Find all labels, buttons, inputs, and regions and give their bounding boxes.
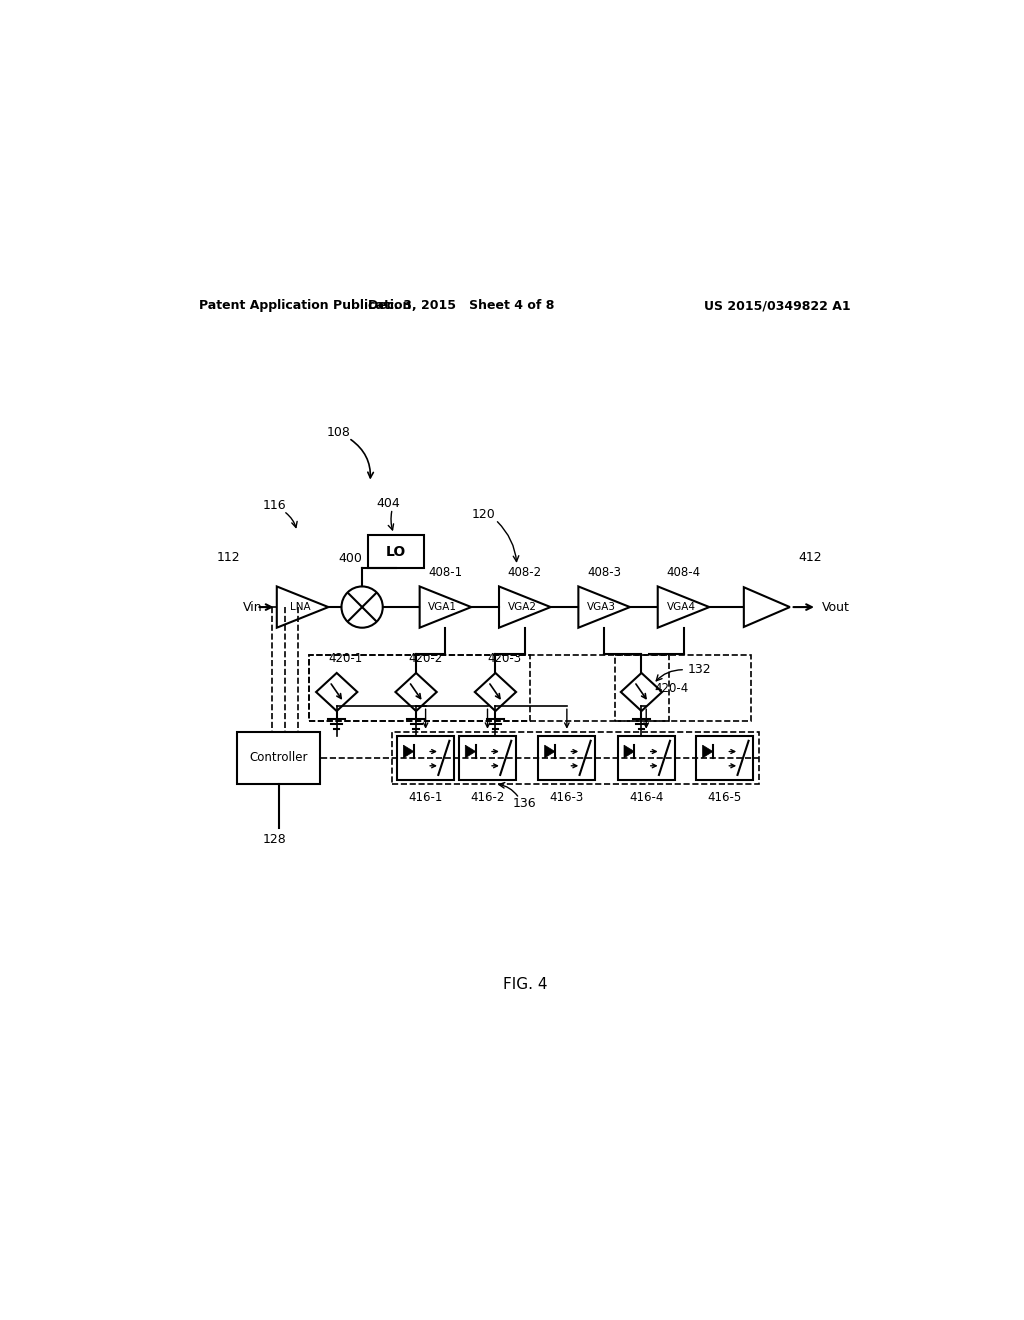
Text: Vout: Vout — [822, 601, 850, 614]
Text: FIG. 4: FIG. 4 — [503, 977, 547, 991]
Text: 416-2: 416-2 — [470, 791, 505, 804]
Text: 128: 128 — [263, 833, 287, 846]
Text: 112: 112 — [217, 550, 241, 564]
Text: Vin: Vin — [243, 601, 263, 614]
Text: 404: 404 — [377, 496, 400, 510]
Text: 136: 136 — [513, 796, 537, 809]
Bar — [615, 655, 670, 721]
Text: 400: 400 — [338, 552, 362, 565]
Polygon shape — [624, 746, 634, 758]
Bar — [238, 733, 321, 784]
Polygon shape — [403, 746, 414, 758]
Text: 416-3: 416-3 — [550, 791, 584, 804]
Text: 120: 120 — [472, 508, 496, 520]
Text: LNA: LNA — [290, 602, 310, 612]
Text: 420-1: 420-1 — [329, 652, 364, 665]
Text: Dec. 3, 2015   Sheet 4 of 8: Dec. 3, 2015 Sheet 4 of 8 — [368, 300, 555, 312]
Text: 408-4: 408-4 — [667, 565, 700, 578]
Text: VGA2: VGA2 — [508, 602, 537, 612]
Text: 408-2: 408-2 — [508, 565, 542, 578]
Text: Controller: Controller — [250, 751, 308, 764]
Text: VGA4: VGA4 — [667, 602, 695, 612]
Text: VGA1: VGA1 — [428, 602, 458, 612]
Polygon shape — [465, 746, 475, 758]
Text: Patent Application Publication: Patent Application Publication — [200, 300, 412, 312]
Text: 420-3: 420-3 — [487, 652, 521, 665]
Text: LO: LO — [386, 545, 407, 558]
Text: 420-4: 420-4 — [654, 681, 688, 694]
Text: VGA3: VGA3 — [587, 602, 616, 612]
Bar — [309, 655, 751, 721]
Bar — [617, 737, 675, 780]
Bar — [397, 737, 455, 780]
Text: 416-4: 416-4 — [629, 791, 664, 804]
Text: 408-1: 408-1 — [428, 565, 463, 578]
Text: US 2015/0349822 A1: US 2015/0349822 A1 — [703, 300, 850, 312]
Bar — [392, 731, 759, 784]
Text: 420-2: 420-2 — [409, 652, 442, 665]
Bar — [309, 655, 530, 721]
Text: 412: 412 — [799, 550, 822, 564]
Bar — [369, 535, 424, 568]
Polygon shape — [702, 746, 713, 758]
Text: 416-1: 416-1 — [409, 791, 442, 804]
Polygon shape — [545, 746, 555, 758]
Bar — [459, 737, 516, 780]
Bar — [696, 737, 754, 780]
Bar — [539, 737, 595, 780]
Text: 116: 116 — [263, 499, 287, 512]
Text: 108: 108 — [327, 426, 350, 440]
Text: 408-3: 408-3 — [587, 565, 622, 578]
Text: 132: 132 — [687, 663, 711, 676]
Text: 416-5: 416-5 — [708, 791, 742, 804]
